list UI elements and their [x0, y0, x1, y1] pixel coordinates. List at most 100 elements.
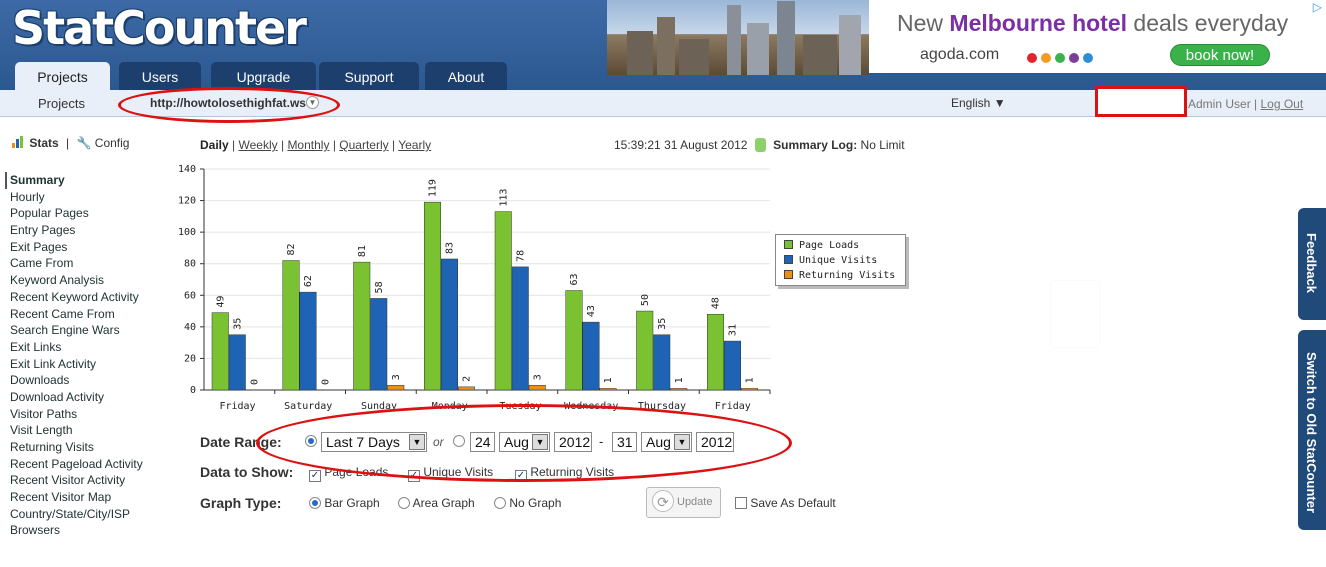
data-label: 50: [640, 294, 651, 306]
sidebar-menu: Summary Hourly Popular Pages Entry Pages Exi…: [5, 172, 143, 539]
graph-none-option[interactable]: No Graph: [494, 496, 561, 510]
annotation-ellipse-date: [256, 404, 792, 482]
radio-icon[interactable]: [309, 497, 321, 509]
period-quarterly[interactable]: Quarterly: [339, 138, 389, 152]
bar-unique-visits: [299, 291, 317, 391]
bar-page-loads: [565, 290, 583, 391]
bar-unique-visits: [370, 298, 388, 391]
tab-about[interactable]: About: [425, 62, 507, 90]
sidebar-item[interactable]: Browsers: [10, 523, 61, 538]
user-info: Admin User | Log Out: [1188, 97, 1303, 111]
bar-unique-visits: [441, 258, 458, 391]
legend-label: Page Loads: [799, 240, 860, 251]
ad-book-button[interactable]: book now!: [1170, 44, 1270, 66]
annotation-ellipse-project: [118, 87, 340, 123]
x-tick-label: Friday: [715, 401, 751, 412]
radio-icon[interactable]: [494, 497, 506, 509]
data-label: 119: [428, 179, 439, 197]
sidebar-item[interactable]: Keyword Analysis: [10, 273, 105, 288]
tab-upgrade[interactable]: Upgrade: [211, 62, 316, 90]
wrench-icon: 🔧: [76, 136, 92, 150]
statcounter-logo[interactable]: StatCounter: [12, 1, 307, 55]
period-weekly[interactable]: Weekly: [238, 138, 278, 152]
summary-log-label: Summary Log:: [773, 138, 858, 152]
language-selector[interactable]: English ▼: [951, 96, 1006, 110]
tab-users[interactable]: Users: [119, 62, 201, 90]
ad-url: agoda.com: [920, 46, 1000, 63]
sidebar-item[interactable]: Country/State/City/ISP: [10, 506, 131, 521]
stats-link[interactable]: Stats: [29, 136, 59, 150]
feedback-tab[interactable]: Feedback: [1298, 208, 1326, 320]
period-daily[interactable]: Daily: [200, 138, 229, 152]
bar-returning-visits: [528, 385, 546, 391]
bar-returning-visits: [741, 388, 758, 391]
y-tick-label: 80: [184, 259, 196, 270]
sidebar-item[interactable]: Search Engine Wars: [10, 323, 120, 338]
sidebar-item[interactable]: Exit Links: [10, 339, 62, 354]
data-label: 48: [711, 297, 722, 309]
advertisement-banner[interactable]: New Melbourne hotel deals everyday agoda…: [607, 0, 1326, 75]
data-label: 58: [374, 281, 385, 293]
period-yearly[interactable]: Yearly: [398, 138, 432, 152]
data-label: 113: [499, 189, 510, 207]
data-label: 49: [216, 296, 227, 308]
graph-area-option[interactable]: Area Graph: [398, 496, 475, 510]
radio-icon[interactable]: [398, 497, 410, 509]
checkbox-icon[interactable]: ✓: [309, 470, 321, 482]
x-tick-label: Thursday: [638, 401, 686, 412]
option-label: Save As Default: [750, 496, 836, 510]
y-tick-label: 40: [184, 322, 196, 333]
tab-support[interactable]: Support: [319, 62, 419, 90]
bar-page-loads: [353, 261, 371, 391]
tab-projects[interactable]: Projects: [15, 62, 110, 90]
subnav-projects-link[interactable]: Projects: [38, 96, 85, 111]
bar-returning-visits: [599, 388, 617, 391]
sidebar-item[interactable]: Download Activity: [10, 389, 105, 404]
ad-headline: New Melbourne hotel deals everyday: [897, 10, 1289, 36]
sidebar-item[interactable]: Recent Keyword Activity: [10, 289, 139, 304]
data-label: 35: [233, 318, 244, 330]
sidebar-item[interactable]: Recent Visitor Map: [10, 490, 112, 505]
period-monthly[interactable]: Monthly: [287, 138, 330, 152]
sidebar-header: Stats | 🔧 Config: [10, 136, 175, 150]
sidebar-item[interactable]: Exit Pages: [10, 239, 68, 254]
sidebar-item[interactable]: Recent Pageload Activity: [10, 456, 143, 471]
separator: |: [232, 138, 236, 152]
sidebar-item[interactable]: Exit Link Activity: [10, 356, 97, 371]
sidebar-item[interactable]: Popular Pages: [10, 206, 89, 221]
data-label: 43: [586, 305, 597, 317]
ad-city-image: [607, 0, 869, 75]
logout-link[interactable]: Log Out: [1260, 97, 1304, 111]
checkbox-icon[interactable]: [735, 497, 747, 509]
username: Admin User: [1188, 97, 1251, 111]
sidebar-item[interactable]: Visitor Paths: [10, 406, 78, 421]
separator: |: [1250, 97, 1261, 111]
sidebar-item[interactable]: Hourly: [10, 189, 45, 204]
update-button[interactable]: Update: [646, 487, 721, 518]
ad-dots: [1027, 52, 1097, 66]
sidebar-item[interactable]: Returning Visits: [10, 440, 94, 454]
save-default-option[interactable]: Save As Default: [735, 496, 836, 510]
sidebar-item[interactable]: Entry Pages: [10, 223, 76, 238]
bar-page-loads: [707, 313, 724, 391]
data-label: 0: [250, 379, 261, 385]
adchoices-icon[interactable]: ▷: [1312, 0, 1322, 14]
graph-bar-option[interactable]: Bar Graph: [309, 496, 380, 510]
x-tick-label: Friday: [219, 401, 255, 412]
y-tick-label: 20: [184, 353, 196, 364]
y-tick-label: 140: [178, 164, 196, 175]
x-tick-label: Sunday: [361, 401, 397, 412]
sidebar-item[interactable]: Recent Came From: [10, 306, 115, 321]
bar-page-loads: [211, 312, 229, 391]
sidebar-item[interactable]: Came From: [10, 256, 74, 271]
config-link[interactable]: Config: [94, 136, 130, 150]
bar-page-loads: [424, 201, 441, 391]
sidebar-item[interactable]: Visit Length: [10, 423, 73, 438]
switch-old-tab[interactable]: Switch to Old StatCounter: [1298, 330, 1326, 530]
current-time: 15:39:21: [614, 138, 661, 152]
sidebar-item[interactable]: Recent Visitor Activity: [10, 473, 126, 488]
sidebar-item[interactable]: Summary: [5, 172, 143, 189]
sidebar-item[interactable]: Downloads: [10, 373, 70, 388]
data-label: 62: [303, 275, 314, 287]
